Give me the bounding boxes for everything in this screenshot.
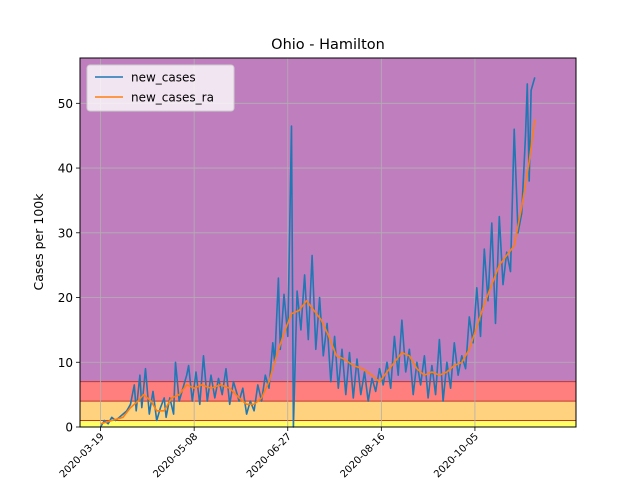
y-axis-label: Cases per 100k: [31, 193, 46, 291]
x-tick-label: 2020-05-08: [151, 431, 200, 480]
x-tick-label: 2020-03-19: [58, 431, 107, 480]
y-tick-label: 20: [58, 291, 73, 305]
legend: new_cases new_cases_ra: [87, 65, 234, 111]
legend-label: new_cases_ra: [131, 91, 214, 105]
y-tick-label: 30: [58, 226, 73, 240]
y-tick-label: 0: [65, 421, 73, 435]
plot-area: [80, 58, 576, 427]
band-0: [80, 421, 576, 427]
chart-title: Ohio - Hamilton: [271, 37, 385, 53]
x-tick-label: 2020-08-16: [339, 431, 388, 480]
y-tick-label: 10: [58, 356, 73, 370]
y-axis: 0 10 20 30 40 50: [58, 97, 80, 435]
risk-bands: [80, 58, 576, 427]
y-tick-label: 50: [58, 97, 73, 111]
x-tick-label: 2020-06-27: [245, 431, 294, 480]
y-tick-label: 40: [58, 162, 73, 176]
x-tick-label: 2020-10-05: [432, 431, 481, 480]
legend-label: new_cases: [131, 71, 196, 85]
x-axis: 2020-03-19 2020-05-08 2020-06-27 2020-08-16…: [58, 427, 481, 480]
